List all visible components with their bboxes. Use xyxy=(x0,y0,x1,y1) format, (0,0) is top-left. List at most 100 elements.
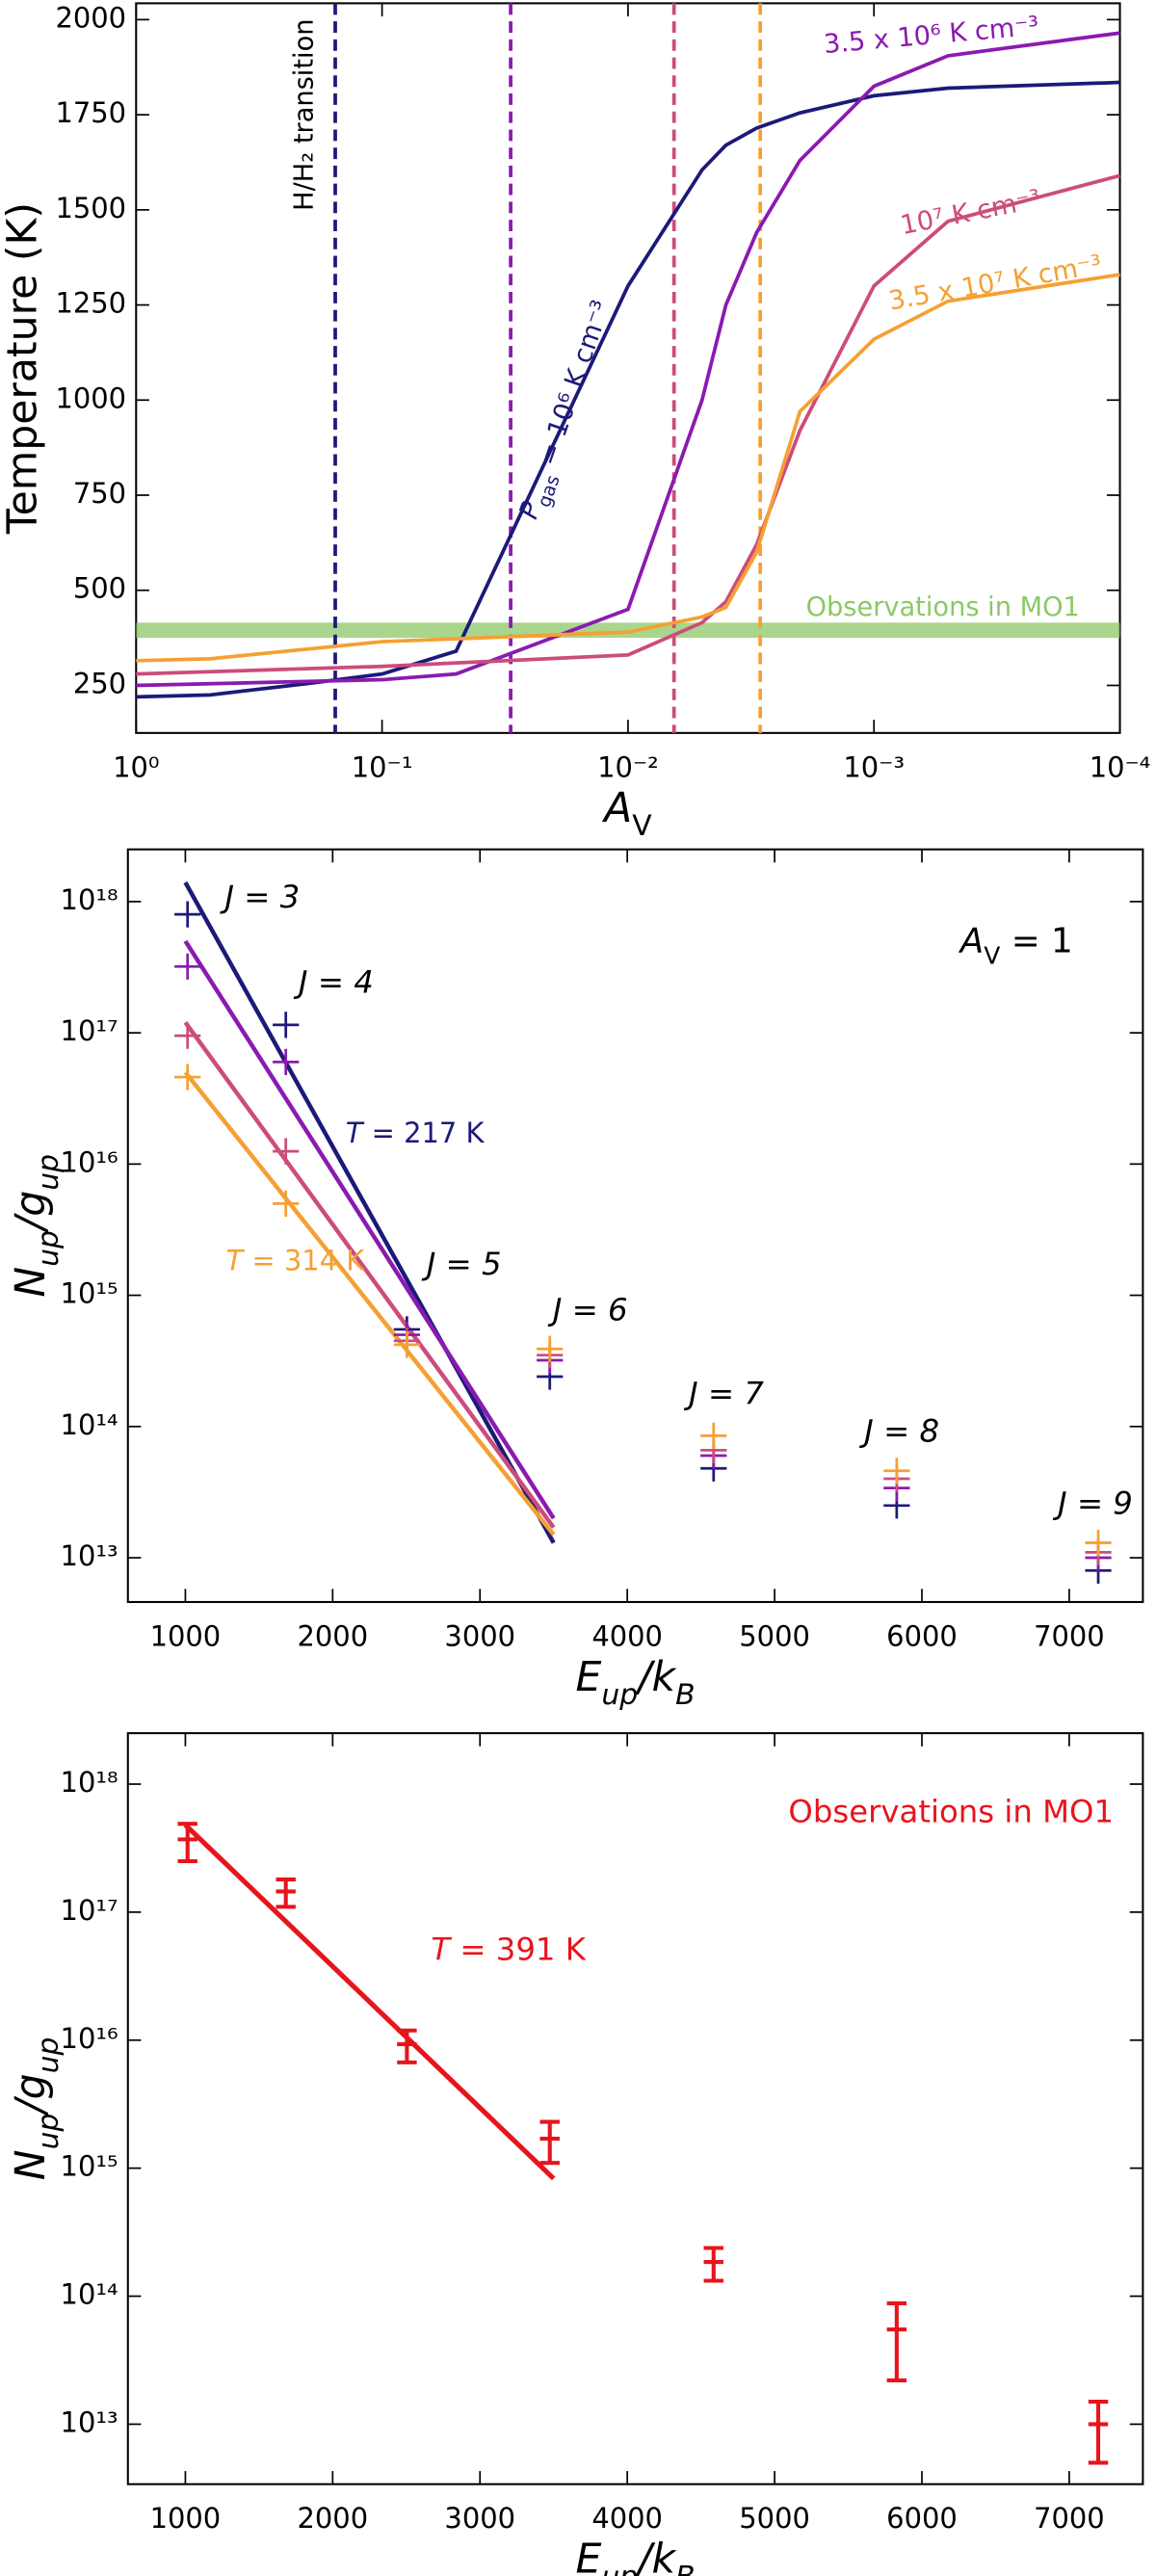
text-part: up xyxy=(32,1230,66,1267)
text-part: T xyxy=(346,1117,365,1149)
text-part: E xyxy=(576,1653,602,1700)
error-bar xyxy=(886,2300,907,2382)
j-label: J = 8 xyxy=(858,1413,939,1450)
x-tick-label: 1000 xyxy=(150,2502,222,2535)
y-tick-label: 500 xyxy=(73,572,126,605)
text-part: up xyxy=(32,2037,66,2074)
x-tick-label: 5000 xyxy=(739,2502,810,2535)
band-label: Observations in MO1 xyxy=(806,592,1080,622)
text-part: 10⁷ K cm⁻³ xyxy=(898,184,1043,241)
fit-line xyxy=(183,1070,556,1537)
y-tick-label: 10¹⁵ xyxy=(61,2150,118,2183)
text-part: N xyxy=(8,1267,55,1298)
data-cross xyxy=(393,1331,421,1358)
panel-label: Observations in MO1 xyxy=(788,1794,1114,1830)
fit-label: T = 217 K xyxy=(346,1117,486,1149)
x-tick-label: 7000 xyxy=(1034,2502,1105,2535)
y-tick-label: 10¹⁸ xyxy=(61,883,118,916)
data-cross xyxy=(1085,1529,1112,1557)
text-part: /k xyxy=(634,2536,677,2576)
x-tick-label: 4000 xyxy=(591,2502,663,2535)
series-label: 3.5 x 10⁶ K cm⁻³ xyxy=(823,11,1040,59)
temperature-line xyxy=(136,31,1120,688)
x-tick-label: 4000 xyxy=(591,1619,663,1652)
text-part: Observations in MO1 xyxy=(788,1794,1114,1830)
j-label: J = 5 xyxy=(421,1246,502,1282)
text-part: up xyxy=(601,2561,638,2576)
text-part: = 10⁶ K cm⁻³ xyxy=(529,297,616,477)
text-part: N xyxy=(8,2149,55,2180)
text-part: /k xyxy=(634,1653,677,1700)
temperature-line xyxy=(136,273,1120,663)
fit-line xyxy=(183,939,556,1520)
temperature-line xyxy=(136,173,1121,676)
error-bar xyxy=(397,2028,417,2064)
x-tick-label: 10⁰ xyxy=(113,750,159,783)
y-tick-label: 10¹³ xyxy=(61,1539,118,1572)
j-label: J = 6 xyxy=(547,1292,628,1328)
y-axis-label: Nup/gup xyxy=(8,2037,66,2181)
x-axis-label: Eup/kB xyxy=(576,2536,696,2576)
temperature-line xyxy=(136,80,1120,699)
fit-label: T = 314 K xyxy=(226,1245,366,1277)
fit-label: T = 391 K xyxy=(431,1931,586,1967)
text-part: /g xyxy=(8,1191,55,1234)
text-part: up xyxy=(32,1154,66,1191)
y-tick-label: 1500 xyxy=(55,192,126,224)
text-part: T xyxy=(431,1931,452,1967)
text-part: 3.5 x 10⁷ K cm⁻³ xyxy=(886,250,1104,316)
series-label: 3.5 x 10⁷ K cm⁻³ xyxy=(886,250,1104,316)
y-tick-label: 1250 xyxy=(55,287,126,320)
transition-label: H/H₂ transition xyxy=(289,18,319,210)
error-bar xyxy=(276,1877,296,1909)
y-tick-label: 2000 xyxy=(55,1,126,34)
text-part: V xyxy=(984,941,1000,969)
data-cross xyxy=(174,1064,201,1091)
x-tick-label: 10⁻² xyxy=(597,750,659,783)
text-part: 3.5 x 10⁶ K cm⁻³ xyxy=(823,11,1040,59)
data-cross xyxy=(273,1138,300,1165)
x-tick-label: 6000 xyxy=(886,1619,958,1652)
x-axis-label: AV xyxy=(601,784,652,843)
text-part: H/H₂ transition xyxy=(289,18,319,210)
data-cross xyxy=(273,1048,300,1075)
j-label: J = 9 xyxy=(1052,1485,1133,1522)
text-part: B xyxy=(675,2561,695,2576)
data-cross xyxy=(273,1190,300,1217)
y-axis-label: Temperature (K) xyxy=(0,202,46,535)
text-part: V xyxy=(632,809,652,843)
x-tick-label: 10⁻¹ xyxy=(352,750,413,783)
text-part: up xyxy=(32,2114,66,2150)
data-cross xyxy=(174,953,201,980)
data-cross xyxy=(273,1012,300,1038)
j-label: J = 4 xyxy=(293,963,374,1000)
x-tick-label: 2000 xyxy=(298,2502,369,2535)
data-cross xyxy=(174,1022,201,1049)
fit-line xyxy=(183,1823,556,2181)
x-tick-label: 2000 xyxy=(298,1619,369,1652)
text-part: up xyxy=(601,1678,638,1712)
y-tick-label: 10¹⁵ xyxy=(61,1277,118,1310)
x-axis-label: Eup/kB xyxy=(576,1653,696,1712)
y-tick-label: 10¹⁷ xyxy=(61,1894,118,1927)
data-cross xyxy=(174,901,201,928)
error-bar xyxy=(539,2119,560,2166)
text-part: = 314 K xyxy=(243,1245,365,1277)
y-tick-label: 750 xyxy=(73,477,126,510)
plot-frame xyxy=(126,848,1144,1603)
text-part: E xyxy=(576,2536,602,2576)
fit-line xyxy=(183,881,556,1544)
fit-line xyxy=(183,1021,556,1529)
x-tick-label: 1000 xyxy=(150,1619,222,1652)
text-part: A xyxy=(959,922,984,961)
x-tick-label: 10⁻³ xyxy=(843,750,905,783)
j-label: J = 7 xyxy=(683,1375,764,1411)
x-tick-label: 10⁻⁴ xyxy=(1090,750,1151,783)
y-tick-label: 10¹⁴ xyxy=(61,2278,118,2311)
y-axis-label: Nup/gup xyxy=(8,1154,66,1298)
data-cross xyxy=(700,1422,727,1450)
panel-label: AV = 1 xyxy=(959,922,1073,970)
text-part: A xyxy=(601,784,632,831)
